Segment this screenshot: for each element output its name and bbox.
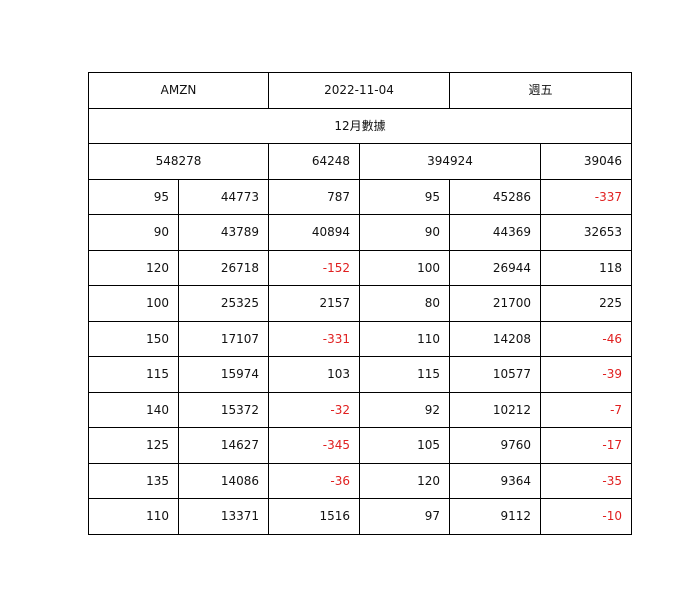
- table-cell-c1: 100: [88, 285, 179, 322]
- table-cell-c6: 32653: [540, 214, 633, 251]
- table-cell-c3: -152: [268, 249, 361, 286]
- summary-diff-right: 39046: [540, 143, 633, 180]
- table-cell-c1: 140: [88, 391, 179, 428]
- table-row: 90 43789 40894 90 44369 32653: [88, 214, 633, 251]
- table-cell-c6: 225: [540, 285, 633, 322]
- table-cell-c6: -17: [540, 427, 633, 464]
- table-row: 100 25325 2157 80 21700 225: [88, 285, 633, 322]
- table-cell-c6: 118: [540, 249, 633, 286]
- table-cell-c5: 9364: [449, 462, 542, 499]
- table-cell-c1: 115: [88, 356, 179, 393]
- table-cell-c3: 2157: [268, 285, 361, 322]
- table-cell-c2: 15372: [177, 391, 270, 428]
- table-cell-c4: 97: [359, 498, 451, 535]
- table-cell-c6: -10: [540, 498, 633, 535]
- table-cell-c5: 44369: [449, 214, 542, 251]
- table-cell-c3: 40894: [268, 214, 361, 251]
- table-cell-c3: -32: [268, 391, 361, 428]
- table-cell-c6: -39: [540, 356, 633, 393]
- table-row: 135 14086 -36 120 9364 -35: [88, 462, 633, 499]
- summary-row: 548278 64248 394924 39046: [87, 143, 633, 180]
- table-cell-c6: -35: [540, 462, 633, 499]
- table-cell-c1: 90: [88, 214, 179, 251]
- header-row: AMZN 2022-11-04 週五: [87, 72, 633, 109]
- table-cell-c3: -36: [268, 462, 361, 499]
- subtitle-cell: 12月數據: [87, 107, 633, 144]
- summary-total-left: 548278: [87, 143, 270, 180]
- summary-total-right: 394924: [359, 143, 542, 180]
- table-row: 115 15974 103 115 10577 -39: [88, 356, 633, 393]
- table-cell-c6: -337: [540, 178, 633, 215]
- data-table: AMZN 2022-11-04 週五 12月數據 548278 64248 39…: [87, 72, 633, 535]
- table-cell-c4: 120: [359, 462, 451, 499]
- table-cell-c3: 1516: [268, 498, 361, 535]
- table-cell-c5: 21700: [449, 285, 542, 322]
- table-cell-c5: 10577: [449, 356, 542, 393]
- table-cell-c2: 26718: [177, 249, 270, 286]
- table-cell-c2: 14627: [177, 427, 270, 464]
- table-cell-c2: 17107: [177, 320, 270, 357]
- table-row: 95 44773 787 95 45286 -337: [88, 178, 633, 215]
- table-cell-c3: -331: [268, 320, 361, 357]
- table-row: 125 14627 -345 105 9760 -17: [88, 427, 633, 464]
- table-row: 110 13371 1516 97 9112 -10: [88, 498, 633, 535]
- table-row: 150 17107 -331 110 14208 -46: [88, 320, 633, 357]
- table-cell-c4: 115: [359, 356, 451, 393]
- table-cell-c4: 80: [359, 285, 451, 322]
- weekday-cell: 週五: [449, 72, 633, 109]
- table-cell-c6: -46: [540, 320, 633, 357]
- date-cell: 2022-11-04: [268, 72, 451, 109]
- table-cell-c3: -345: [268, 427, 361, 464]
- table-cell-c1: 150: [88, 320, 179, 357]
- table-cell-c4: 92: [359, 391, 451, 428]
- table-cell-c1: 125: [88, 427, 179, 464]
- table-cell-c3: 787: [268, 178, 361, 215]
- table-cell-c2: 25325: [177, 285, 270, 322]
- table-body: AMZN 2022-11-04 週五 12月數據 548278 64248 39…: [87, 72, 633, 535]
- table-cell-c5: 9760: [449, 427, 542, 464]
- table-cell-c2: 44773: [177, 178, 270, 215]
- subtitle-row: 12月數據: [87, 107, 633, 144]
- table-cell-c4: 105: [359, 427, 451, 464]
- table-cell-c5: 14208: [449, 320, 542, 357]
- table-cell-c2: 13371: [177, 498, 270, 535]
- table-cell-c1: 95: [88, 178, 179, 215]
- table-row: 120 26718 -152 100 26944 118: [88, 249, 633, 286]
- table-cell-c6: -7: [540, 391, 633, 428]
- table-cell-c5: 45286: [449, 178, 542, 215]
- table-cell-c5: 10212: [449, 391, 542, 428]
- ticker-cell: AMZN: [87, 72, 270, 109]
- table-cell-c5: 9112: [449, 498, 542, 535]
- table-cell-c1: 120: [88, 249, 179, 286]
- summary-diff-left: 64248: [268, 143, 361, 180]
- table-cell-c2: 15974: [177, 356, 270, 393]
- table-cell-c1: 135: [88, 462, 179, 499]
- table-cell-c4: 95: [359, 178, 451, 215]
- table-cell-c1: 110: [88, 498, 179, 535]
- table-cell-c2: 14086: [177, 462, 270, 499]
- table-cell-c2: 43789: [177, 214, 270, 251]
- table-cell-c4: 100: [359, 249, 451, 286]
- table-cell-c5: 26944: [449, 249, 542, 286]
- table-row: 140 15372 -32 92 10212 -7: [88, 391, 633, 428]
- table-cell-c3: 103: [268, 356, 361, 393]
- table-cell-c4: 90: [359, 214, 451, 251]
- table-cell-c4: 110: [359, 320, 451, 357]
